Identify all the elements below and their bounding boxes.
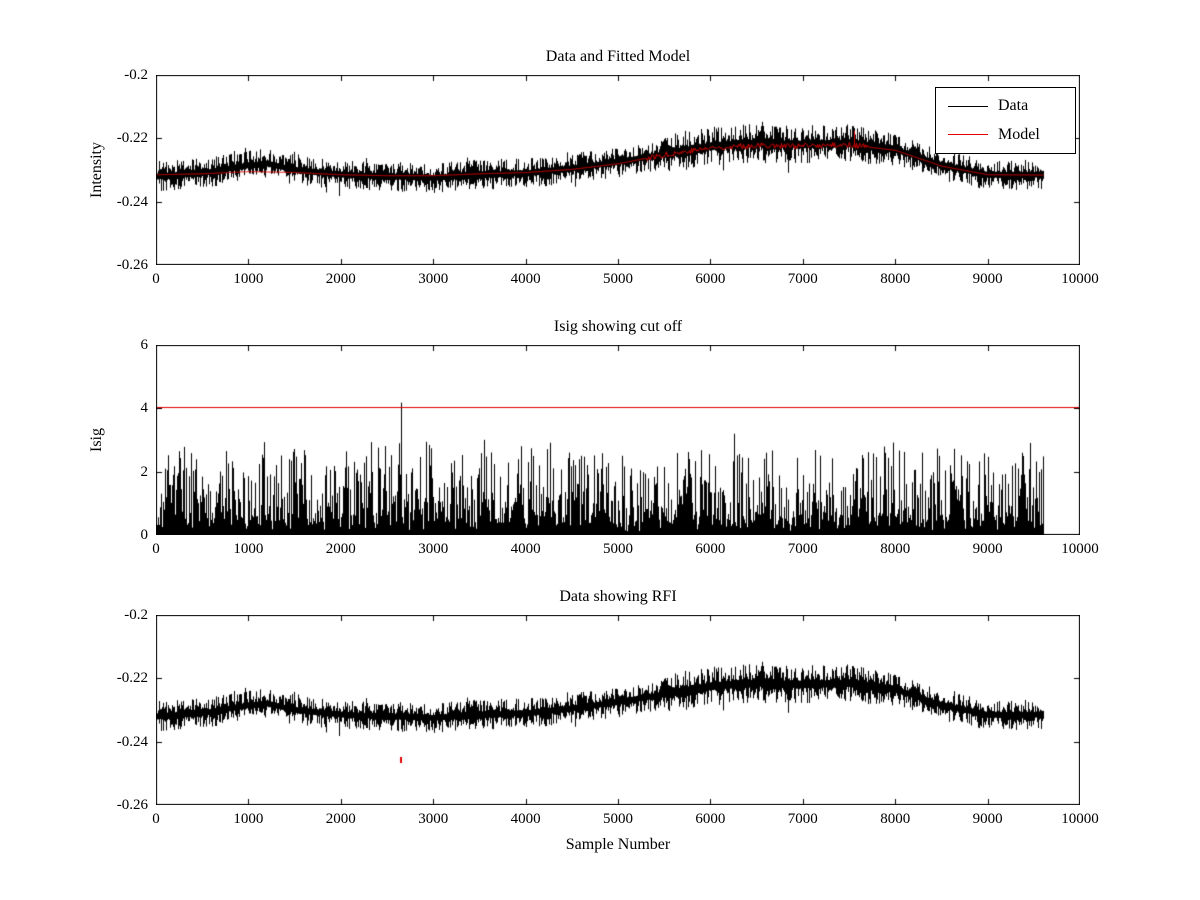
y-tick-label: 0 — [140, 527, 149, 543]
x-tick-label: 5000 — [603, 541, 633, 557]
plot1-canvas — [156, 75, 1080, 265]
x-tick-label: 5000 — [603, 811, 633, 827]
x-tick-label: 6000 — [695, 541, 726, 557]
legend-data-label: Data — [998, 97, 1029, 115]
y-tick-label: 6 — [140, 337, 149, 353]
x-tick-label: 10000 — [1061, 811, 1099, 827]
y-tick-label: -0.24 — [116, 733, 148, 750]
x-tick-label: 6000 — [695, 811, 726, 827]
plot1-title: Data and Fitted Model — [545, 48, 691, 65]
plot2-canvas — [156, 345, 1080, 535]
legend-model-label: Model — [998, 125, 1040, 143]
y-tick-label: 2 — [140, 463, 149, 480]
x-axis-label: Sample Number — [565, 836, 671, 853]
y-tick-label: -0.22 — [116, 130, 148, 147]
x-tick-label: 8000 — [880, 811, 911, 827]
y-tick-label: 4 — [140, 400, 149, 417]
y-tick-label: -0.26 — [116, 257, 148, 273]
x-tick-label: 0 — [152, 811, 160, 827]
x-tick-label: 2000 — [325, 811, 356, 827]
y-tick-label: -0.2 — [124, 607, 148, 623]
legend-entry-model: Model — [936, 126, 1075, 144]
x-tick-label: 9000 — [972, 811, 1003, 827]
x-tick-label: 5000 — [603, 271, 633, 287]
x-tick-label: 8000 — [880, 271, 911, 287]
x-tick-label: 3000 — [418, 541, 449, 557]
x-tick-label: 10000 — [1061, 271, 1099, 287]
y-tick-label: -0.2 — [124, 67, 148, 83]
plot3-canvas — [156, 615, 1080, 805]
x-tick-label: 4000 — [510, 271, 541, 287]
legend-entry-data: Data — [936, 97, 1075, 115]
x-tick-label: 4000 — [510, 811, 541, 827]
plot2-title: Isig showing cut off — [553, 318, 683, 335]
x-tick-label: 0 — [152, 541, 160, 557]
x-tick-label: 8000 — [880, 541, 911, 557]
x-tick-label: 2000 — [325, 541, 356, 557]
legend-box: Data Model — [935, 87, 1076, 154]
x-tick-label: 7000 — [787, 271, 818, 287]
y-tick-label: -0.24 — [116, 193, 148, 210]
legend-model-line-swatch — [948, 134, 988, 136]
x-tick-label: 1000 — [233, 811, 264, 827]
x-tick-label: 3000 — [418, 271, 449, 287]
plot3-title: Data showing RFI — [559, 588, 677, 605]
x-tick-label: 9000 — [972, 271, 1003, 287]
legend-data-line-swatch — [948, 105, 988, 107]
x-tick-label: 6000 — [695, 271, 726, 287]
x-tick-label: 10000 — [1061, 541, 1099, 557]
x-tick-label: 3000 — [418, 811, 449, 827]
x-tick-label: 7000 — [787, 541, 818, 557]
y-tick-label: -0.26 — [116, 797, 148, 813]
x-tick-label: 1000 — [233, 541, 264, 557]
x-tick-label: 9000 — [972, 541, 1003, 557]
y-tick-label: -0.22 — [116, 670, 148, 687]
x-tick-label: 4000 — [510, 541, 541, 557]
plot2-ylabel: Isig — [88, 428, 105, 452]
x-tick-label: 2000 — [325, 271, 356, 287]
plot1-ylabel: Intensity — [88, 142, 105, 198]
x-tick-label: 1000 — [233, 271, 264, 287]
x-tick-label: 0 — [152, 271, 160, 287]
x-tick-label: 7000 — [787, 811, 818, 827]
